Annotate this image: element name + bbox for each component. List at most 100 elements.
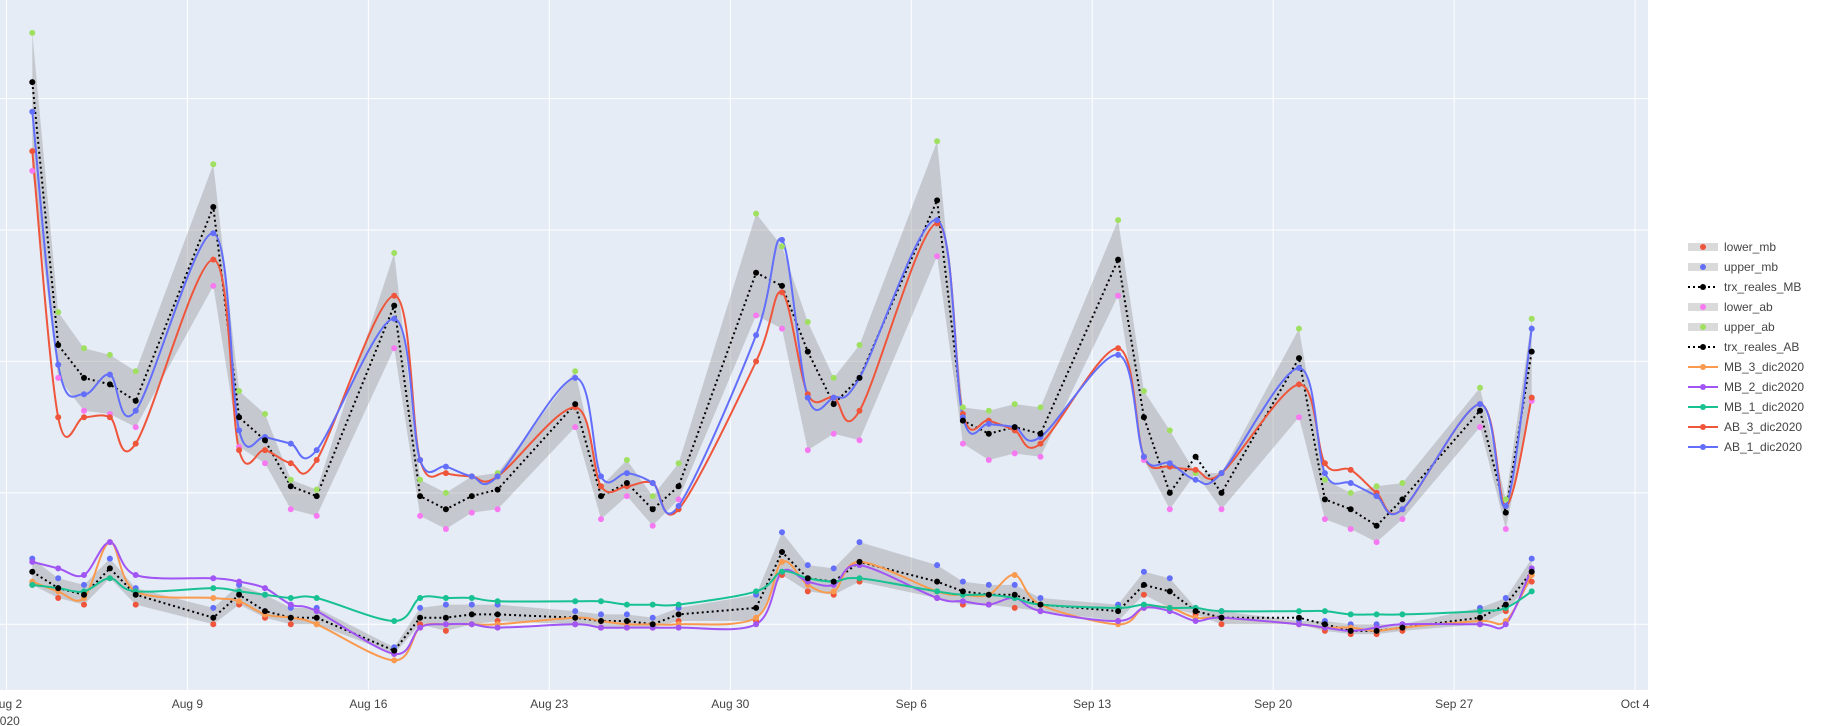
point-trx_reales_AB: [804, 348, 811, 355]
point-lower_ab: [1011, 450, 1018, 457]
point-trx_reales_MB: [934, 578, 941, 585]
point-trx_reales_AB: [1192, 453, 1199, 460]
point-AB_1_dic2020: [1347, 480, 1354, 486]
point-trx_reales_AB: [779, 282, 785, 289]
point-MB_2_dic2020: [262, 585, 268, 592]
point-AB_1_dic2020: [494, 473, 501, 480]
point-trx_reales_AB: [572, 401, 579, 408]
gridlines: [0, 0, 1648, 690]
legend-label: lower_ab: [1724, 300, 1773, 314]
point-upper_ab: [55, 309, 62, 316]
point-lower_mb: [442, 627, 449, 634]
point-lower_ab: [1502, 526, 1509, 532]
legend-marker: [1700, 384, 1706, 390]
legend-item-MB_3_dic2020[interactable]: MB_3_dic2020: [1688, 360, 1804, 374]
point-trx_reales_AB: [287, 483, 294, 490]
point-trx_reales_AB: [1037, 430, 1044, 437]
point-lower_ab: [856, 437, 863, 444]
point-trx_reales_MB: [29, 568, 36, 575]
point-MB_3_dic2020: [313, 621, 320, 628]
point-lower_mb: [287, 621, 294, 628]
point-lower_mb: [55, 595, 62, 601]
point-upper_ab: [1502, 496, 1509, 503]
legend-marker: [1700, 344, 1706, 350]
point-upper_ab: [1528, 315, 1535, 322]
point-MB_1_dic2020: [623, 601, 630, 608]
point-upper_ab: [1140, 388, 1147, 394]
point-lower_ab: [313, 512, 320, 519]
point-MB_1_dic2020: [29, 581, 36, 588]
point-lower_ab: [55, 374, 62, 381]
legend-item-AB_3_dic2020[interactable]: AB_3_dic2020: [1688, 420, 1802, 434]
legend-item-MB_1_dic2020[interactable]: MB_1_dic2020: [1688, 400, 1804, 414]
legend-item-upper_mb[interactable]: upper_mb: [1688, 260, 1778, 274]
point-trx_reales_AB: [210, 204, 217, 210]
point-lower_ab: [287, 506, 294, 513]
point-MB_2_dic2020: [236, 578, 243, 585]
point-trx_reales_MB: [1192, 608, 1199, 615]
point-upper_mb: [1011, 581, 1018, 588]
point-lower_ab: [649, 522, 656, 529]
point-MB_1_dic2020: [1528, 588, 1535, 595]
x-tick-year-label: 2020: [0, 714, 20, 726]
point-lower_mb: [1218, 621, 1225, 628]
point-MB_2_dic2020: [598, 624, 604, 631]
point-trx_reales_AB: [106, 381, 113, 388]
x-tick-label: Aug 9: [172, 697, 204, 711]
point-upper_ab: [753, 210, 760, 217]
point-upper_mb: [1528, 555, 1535, 562]
point-AB_3_dic2020: [1037, 440, 1044, 447]
point-MB_2_dic2020: [313, 608, 320, 615]
point-trx_reales_AB: [649, 506, 656, 513]
point-upper_mb: [1140, 568, 1147, 575]
point-trx_reales_MB: [417, 614, 424, 621]
point-trx_reales_MB: [675, 611, 682, 618]
point-upper_mb: [81, 581, 87, 588]
markers-trx_reales_AB: [29, 79, 1535, 529]
point-MB_1_dic2020: [1347, 611, 1354, 618]
legend-item-upper_ab[interactable]: upper_ab: [1688, 320, 1775, 334]
point-MB_2_dic2020: [934, 595, 941, 601]
point-trx_reales_AB: [1115, 256, 1122, 263]
point-upper_ab: [1166, 427, 1173, 434]
point-upper_ab: [1037, 404, 1044, 411]
point-trx_reales_MB: [1296, 614, 1302, 621]
point-AB_1_dic2020: [1502, 503, 1509, 509]
point-MB_1_dic2020: [1373, 611, 1380, 618]
point-AB_3_dic2020: [1528, 394, 1535, 401]
point-AB_1_dic2020: [287, 440, 294, 447]
point-MB_1_dic2020: [468, 595, 475, 601]
point-MB_1_dic2020: [106, 575, 113, 582]
point-lower_ab: [262, 460, 268, 467]
point-upper_ab: [1399, 480, 1406, 486]
x-tick-label: Aug 30: [711, 697, 749, 711]
point-MB_2_dic2020: [753, 621, 760, 628]
legend-item-trx_reales_MB[interactable]: trx_reales_MB: [1688, 280, 1801, 294]
legend-item-lower_mb[interactable]: lower_mb: [1688, 240, 1776, 254]
point-MB_2_dic2020: [1115, 618, 1122, 624]
point-AB_3_dic2020: [1321, 460, 1328, 467]
point-MB_1_dic2020: [675, 601, 682, 608]
point-upper_ab: [262, 411, 268, 417]
legend[interactable]: lower_mb upper_mb trx_reales_MB lower_abupp…: [1688, 240, 1804, 454]
point-upper_ab: [1296, 325, 1302, 332]
legend-item-MB_2_dic2020[interactable]: MB_2_dic2020: [1688, 380, 1804, 394]
point-trx_reales_MB: [1011, 591, 1018, 598]
point-trx_reales_MB: [236, 591, 243, 598]
x-axis: Aug 2 2020 Aug 9 Aug 16 Aug 23 Aug 30 Sep 6 Sep…: [0, 697, 1650, 726]
point-MB_2_dic2020: [1477, 621, 1483, 628]
legend-item-lower_ab[interactable]: lower_ab: [1688, 300, 1773, 314]
point-upper_ab: [29, 29, 36, 36]
legend-item-AB_1_dic2020[interactable]: AB_1_dic2020: [1688, 440, 1802, 454]
legend-marker: [1700, 244, 1706, 250]
point-MB_1_dic2020: [1218, 608, 1225, 615]
point-trx_reales_AB: [623, 480, 630, 486]
point-trx_reales_AB: [442, 506, 449, 513]
markers-upper_ab: [29, 29, 1535, 503]
legend-label: MB_2_dic2020: [1724, 380, 1804, 394]
legend-item-trx_reales_AB[interactable]: trx_reales_AB: [1688, 340, 1799, 354]
point-trx_reales_MB: [779, 549, 785, 555]
point-MB_1_dic2020: [1166, 604, 1173, 611]
point-AB_3_dic2020: [1296, 381, 1302, 388]
point-upper_mb: [572, 608, 579, 615]
